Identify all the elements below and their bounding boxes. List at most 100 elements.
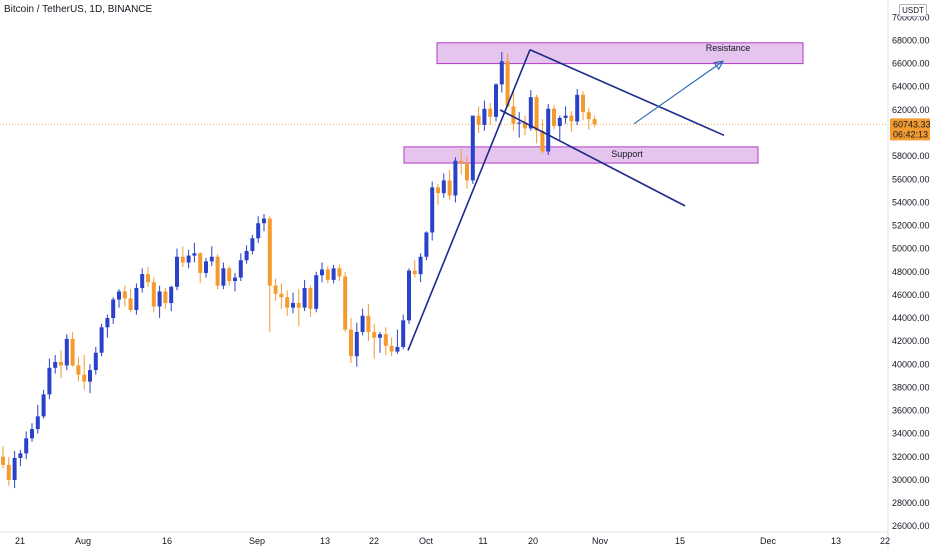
candle-body	[267, 218, 272, 286]
x-tick-label: 15	[675, 536, 685, 546]
x-tick-label: 22	[369, 536, 379, 546]
y-tick-label: 66000.00	[892, 59, 930, 69]
candle-body	[540, 130, 545, 152]
candle-body	[221, 268, 226, 286]
candle-body	[175, 256, 179, 287]
x-axis[interactable]: 21 Aug 16 Sep 13 22 Oct 11 20 Nov 15 Dec 13 22	[0, 531, 890, 546]
candle-body	[233, 277, 237, 282]
resistance-label: Resistance	[706, 43, 751, 53]
y-tick-label: 42000.00	[892, 336, 930, 346]
candle-body	[285, 297, 290, 308]
candle-body	[325, 269, 330, 280]
candle-body	[418, 256, 423, 275]
candle-body	[273, 285, 278, 294]
candle-body	[546, 108, 551, 152]
candle-body	[441, 180, 446, 194]
candle-body	[12, 457, 17, 480]
y-tick-label: 30000.00	[892, 475, 930, 485]
candle-body	[163, 291, 168, 304]
candle-body	[192, 253, 197, 256]
candle-body	[511, 106, 516, 124]
candle-body	[157, 291, 162, 307]
y-tick-label: 36000.00	[892, 406, 930, 416]
y-tick-label: 28000.00	[892, 498, 930, 508]
resistance-zone	[436, 42, 804, 65]
support-zone	[403, 146, 759, 164]
candle-body	[476, 115, 481, 125]
x-tick-label: Sep	[249, 536, 265, 546]
candle-body	[395, 346, 400, 352]
candle-body	[563, 115, 568, 118]
candle-body	[64, 338, 69, 366]
y-tick-label: 32000.00	[892, 452, 930, 462]
candle-body	[447, 180, 452, 196]
candle-body	[470, 115, 475, 181]
candle-body	[117, 291, 121, 300]
y-tick-label: 58000.00	[892, 151, 930, 161]
candle-body	[128, 298, 133, 310]
candle-body	[389, 345, 394, 352]
arrowhead-icon	[713, 60, 725, 71]
candle-body	[6, 464, 11, 480]
support-label: Support	[611, 149, 643, 159]
candle-body	[557, 117, 562, 127]
y-tick-label: 56000.00	[892, 174, 930, 184]
y-tick-label: 26000.00	[892, 521, 930, 531]
candle-body	[262, 218, 266, 224]
candle-body	[424, 232, 429, 257]
x-tick-label: 13	[831, 536, 841, 546]
candle-body	[343, 276, 348, 330]
candle-body	[528, 97, 533, 129]
y-tick-label: 34000.00	[892, 429, 930, 439]
flag-upper-trendline	[529, 48, 725, 137]
candle-body	[250, 238, 255, 251]
x-tick-label: 21	[15, 536, 25, 546]
x-tick-label: Oct	[419, 536, 434, 546]
candle-body	[586, 112, 591, 120]
candle-body	[366, 315, 371, 332]
candle-body	[204, 261, 208, 273]
candle-body	[82, 374, 87, 382]
candle-body	[291, 303, 295, 308]
x-tick-label: Aug	[75, 536, 91, 546]
y-tick-label: 48000.00	[892, 267, 930, 277]
candle-body	[198, 253, 203, 273]
candle-body	[111, 299, 116, 319]
currency-button[interactable]: USDT	[899, 4, 927, 17]
candle-body	[151, 282, 156, 307]
candle-body	[93, 352, 98, 371]
candle-body	[279, 293, 284, 298]
candle-body	[412, 270, 417, 275]
candle-body	[581, 94, 585, 113]
x-tick-label: 16	[162, 536, 172, 546]
candle-body	[552, 108, 556, 127]
candle-body	[59, 361, 63, 366]
candle-body	[180, 256, 185, 263]
candle-body	[337, 268, 342, 277]
price-badge	[890, 118, 930, 141]
x-tick-label: 13	[320, 536, 330, 546]
candle-body	[430, 187, 435, 233]
candle-body	[569, 115, 574, 122]
candle-body	[186, 255, 191, 263]
x-tick-label: 11	[478, 536, 487, 546]
candle-body	[209, 256, 214, 262]
y-axis[interactable]: 70000.00 68000.00 66000.00 64000.00 62000.00…	[887, 0, 930, 550]
y-tick-label: 44000.00	[892, 313, 930, 323]
drawings	[407, 48, 725, 351]
candle-body	[47, 367, 52, 395]
price-badge-value: 60743.33	[893, 119, 931, 129]
chart-title: Bitcoin / TetherUS, 1D, BINANCE	[4, 4, 153, 15]
candle-body	[1, 456, 5, 465]
candle-body	[465, 163, 469, 181]
candle-body	[314, 275, 319, 309]
candle-body	[53, 361, 58, 368]
candle-body	[354, 331, 359, 357]
candle-body	[296, 303, 301, 308]
breakout-arrow-line	[633, 60, 724, 125]
candle-body	[134, 287, 139, 310]
candle-body	[592, 119, 597, 125]
candle-body	[88, 370, 92, 382]
candle-body	[372, 331, 377, 338]
